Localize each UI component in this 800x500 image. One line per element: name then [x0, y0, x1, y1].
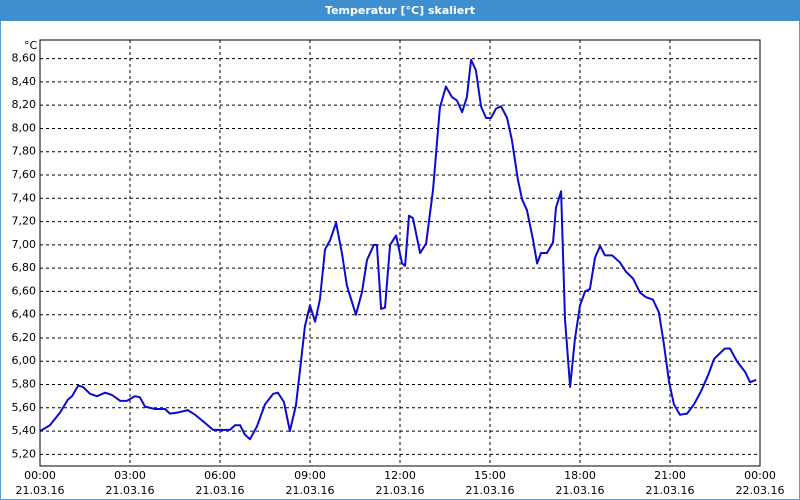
y-tick-label: 7,60	[12, 168, 37, 181]
y-tick-label: 5,20	[12, 447, 37, 460]
x-tick-label: 03:00	[114, 469, 146, 482]
x-tick-date: 21.03.16	[286, 484, 335, 497]
y-tick-label: 6,20	[12, 331, 37, 344]
y-tick-label: 6,40	[12, 308, 37, 321]
x-tick-date: 21.03.16	[466, 484, 515, 497]
window-title: Temperatur [°C] skaliert	[325, 4, 475, 17]
x-tick-date: 21.03.16	[106, 484, 155, 497]
x-tick-label: 18:00	[564, 469, 596, 482]
y-tick-label: 7,20	[12, 215, 37, 228]
x-tick-label: 09:00	[294, 469, 326, 482]
y-tick-label: 8,20	[12, 98, 37, 111]
y-tick-label: 6,80	[12, 261, 37, 274]
y-tick-label: 5,60	[12, 401, 37, 414]
y-tick-label: 7,80	[12, 145, 37, 158]
x-tick-date: 21.03.16	[376, 484, 425, 497]
y-tick-label: 8,60	[12, 52, 37, 65]
x-tick-date: 21.03.16	[646, 484, 695, 497]
x-tick-label: 15:00	[474, 469, 506, 482]
x-tick-date: 21.03.16	[556, 484, 605, 497]
temperature-line	[39, 58, 757, 441]
y-tick-label: 7,40	[12, 191, 37, 204]
x-tick-date: 22.03.16	[736, 484, 785, 497]
x-tick-date: 21.03.16	[16, 484, 65, 497]
x-tick-label: 00:00	[744, 469, 776, 482]
x-tick-label: 21:00	[654, 469, 686, 482]
y-tick-label: 5,40	[12, 424, 37, 437]
y-tick-label: 7,00	[12, 238, 37, 251]
title-bar	[0, 0, 800, 21]
y-unit: °C	[24, 39, 38, 52]
y-tick-label: 8,40	[12, 75, 37, 88]
x-tick-label: 12:00	[384, 469, 416, 482]
y-tick-label: 6,60	[12, 284, 37, 297]
x-tick-label: 00:00	[24, 469, 56, 482]
y-tick-label: 8,00	[12, 121, 37, 134]
y-tick-label: 6,00	[12, 354, 37, 367]
x-tick-label: 06:00	[204, 469, 236, 482]
x-tick-date: 21.03.16	[196, 484, 245, 497]
y-tick-label: 5,80	[12, 378, 37, 391]
